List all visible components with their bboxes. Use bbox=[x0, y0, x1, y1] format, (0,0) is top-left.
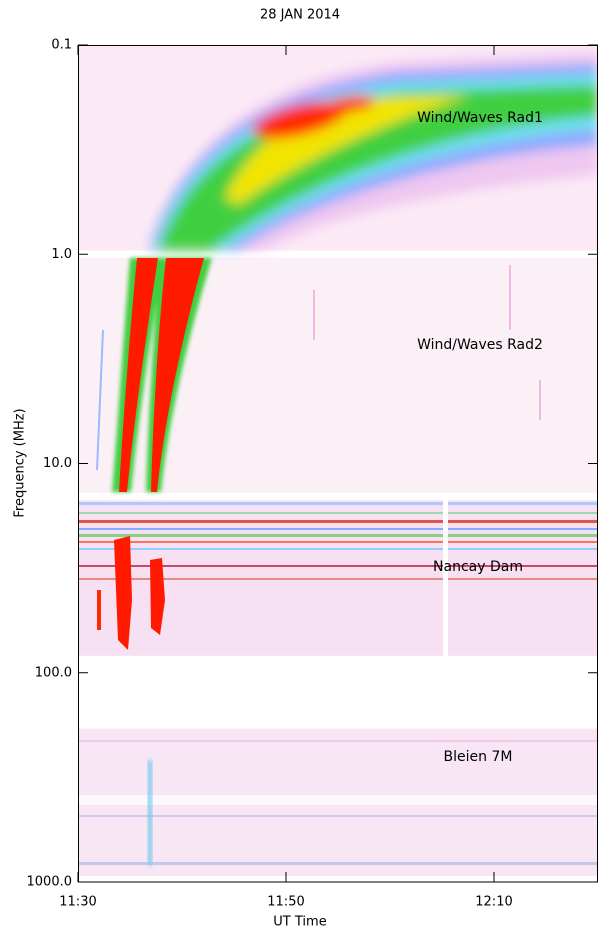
y-tick-label: 1000.0 bbox=[27, 875, 73, 890]
band-label: Nancay Dam bbox=[433, 559, 523, 575]
x-tick-label: 11:50 bbox=[267, 895, 304, 910]
y-tick-label: 0.1 bbox=[51, 38, 72, 53]
rad1-burst bbox=[148, 52, 598, 250]
bleien-texture bbox=[78, 740, 598, 865]
y-axis-label: Frequency (MHz) bbox=[13, 408, 28, 517]
y-tick-label: 100.0 bbox=[35, 665, 72, 680]
x-axis-label: UT Time bbox=[273, 915, 326, 930]
chart-title: 28 JAN 2014 bbox=[260, 8, 340, 23]
x-tick-label: 11:30 bbox=[59, 895, 96, 910]
y-tick-label: 10.0 bbox=[43, 456, 72, 471]
band-label: Wind/Waves Rad1 bbox=[417, 110, 543, 126]
rad2-burst bbox=[96, 258, 541, 492]
band-label: Bleien 7M bbox=[444, 749, 513, 765]
nancay-texture bbox=[78, 498, 598, 658]
y-tick-label: 1.0 bbox=[51, 247, 72, 262]
x-tick-label: 12:10 bbox=[475, 895, 512, 910]
spectrum-texture bbox=[78, 52, 598, 865]
band-label: Wind/Waves Rad2 bbox=[417, 337, 543, 353]
